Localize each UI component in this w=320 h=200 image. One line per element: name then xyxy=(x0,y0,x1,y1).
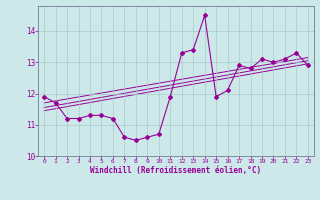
X-axis label: Windchill (Refroidissement éolien,°C): Windchill (Refroidissement éolien,°C) xyxy=(91,166,261,175)
